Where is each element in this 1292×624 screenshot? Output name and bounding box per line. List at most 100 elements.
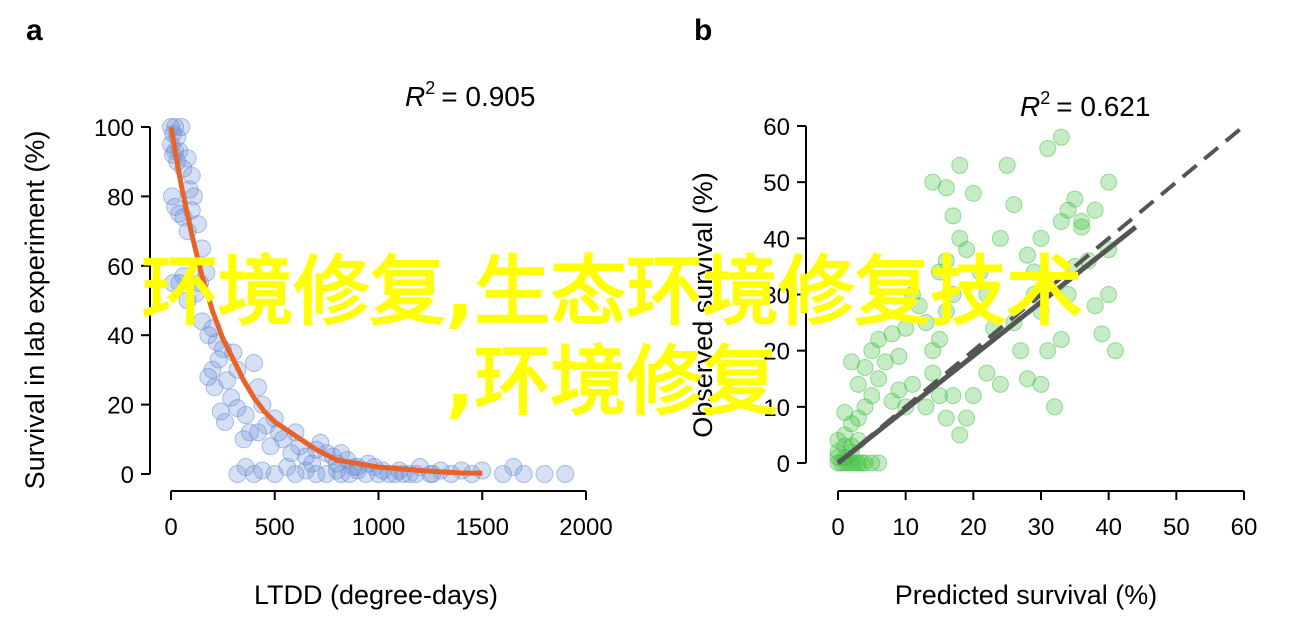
panel-b-data-point [944, 286, 962, 303]
panel-b-data-point [951, 156, 969, 174]
panel-b-data-point [937, 252, 955, 270]
panel-b-data-point [998, 156, 1016, 174]
panel-a-data-point [222, 388, 241, 407]
panel-b-data-point [903, 286, 921, 303]
panel-b-data-point [1100, 173, 1118, 191]
panel-a-data-point [163, 187, 182, 206]
watermark-line-1: 环境修复,生态环境修复技术 [142, 247, 1083, 336]
panel-a-y-tick-label: 100 [94, 115, 134, 142]
panel-a-data-point [178, 291, 197, 310]
panel-b-data-point [1086, 297, 1104, 315]
panel-b-data-point [937, 302, 955, 320]
panel-a-data-point [296, 461, 315, 480]
panel-b-data-point [1039, 342, 1057, 360]
panel-b-data-point [1059, 286, 1077, 303]
panel-b-r2-value: = 0.621 [1056, 91, 1150, 122]
panel-b-data-point [958, 241, 976, 259]
panel-b-data-point [971, 263, 989, 281]
panel-b-y-tick-label: 50 [763, 170, 790, 197]
panel-a-data-point [234, 430, 253, 449]
panel-a-x-tick-label: 1500 [456, 514, 509, 541]
panel-a-data-point [245, 353, 263, 372]
panel-b-data-point [870, 370, 888, 388]
panel-a-data-point [535, 465, 554, 483]
panel-b-data-point [836, 403, 854, 421]
panel-a-data-point [556, 465, 575, 483]
panel-b-data-point [843, 353, 861, 371]
panel-b-x-tick-label: 10 [892, 514, 919, 541]
panel-b-r2-sup: 2 [1040, 88, 1050, 108]
panel-b-data-point [964, 387, 982, 405]
panel-b-y-tick-label: 10 [763, 395, 790, 422]
panel-b-data-point [1046, 398, 1064, 416]
panel-b-data-point [964, 184, 982, 202]
panel-b-data-point [1052, 330, 1070, 348]
panel-b-data-point [951, 426, 969, 444]
panel-a-data-point [209, 350, 228, 369]
panel-b-y-tick-label: 20 [763, 339, 790, 366]
panel-a-y-tick-label: 20 [107, 393, 134, 420]
panel-b-data-point [870, 454, 888, 472]
panel-a-y-tick-label: 40 [107, 323, 134, 350]
panel-a-data-point [286, 465, 305, 483]
panel-b-data-point [944, 207, 962, 225]
panel-b-data-point [829, 432, 847, 450]
panel-b-data-point [931, 330, 948, 348]
panel-b-data-point [1086, 201, 1104, 219]
panel-b-data-point [903, 375, 921, 393]
panel-a-data-point [164, 274, 183, 293]
panel-b-data-point [1093, 325, 1111, 343]
panel-a-y-tick-label: 0 [121, 462, 134, 489]
panel-a-data-point [215, 412, 234, 431]
panel-a-data-point [296, 447, 315, 466]
panel-b-y-tick-label: 0 [777, 451, 790, 478]
panel-a-fit-curve [168, 126, 483, 476]
panel-b-y-tick-label: 40 [763, 226, 790, 253]
panel-b-data-point [1106, 342, 1124, 360]
panel-b-data-point [1039, 139, 1057, 157]
panel-b-data-point [1052, 212, 1070, 230]
panel-b-data-point [917, 314, 935, 332]
panel-b-data-point [1032, 229, 1050, 247]
watermark: 环境修复,生态环境修复技术 ,环境修复 [142, 247, 1083, 426]
panel-b-data-point [1018, 246, 1036, 264]
watermark-line-2: ,环境修复 [446, 337, 779, 426]
panel-a-y-tick-label: 80 [107, 184, 134, 211]
panel-a-x-tick-label: 1000 [352, 514, 405, 541]
panel-b-data-point [978, 286, 996, 303]
panel-a-data-point [236, 406, 255, 425]
panel-b-x-tick-label: 40 [1095, 514, 1122, 541]
panel-b-data-point [890, 347, 908, 365]
panel-b-y-tick-label: 60 [763, 114, 790, 141]
panel-a-y-tick-label: 60 [107, 254, 134, 281]
panel-a-data-point [504, 458, 523, 477]
panel-b-x-tick-label: 30 [1028, 514, 1055, 541]
panel-b-data-point [863, 387, 881, 405]
panel-b-x-axis-title: Predicted survival (%) [895, 580, 1158, 610]
panel-a-data-point [172, 118, 191, 136]
panel-b-data-point [1073, 218, 1091, 236]
panel-b-data-point [958, 409, 976, 427]
panel-a-x-tick-label: 500 [255, 514, 295, 541]
panel-b-data-point [856, 454, 874, 472]
panel-b-x-tick-label: 0 [831, 514, 844, 541]
panel-a-r2-value: = 0.905 [441, 81, 535, 112]
panel-b-data-point [937, 409, 955, 427]
panel-b-data-point [917, 398, 935, 416]
panel-a-r2-label: R2 = 0.905 [405, 78, 535, 112]
panel-b-data-point [978, 364, 996, 382]
panel-b-axes: 0 10 20 30 40 50 60 0 10 20 30 40 50 60 [763, 114, 1257, 541]
panel-b-data-point [1073, 212, 1091, 230]
panel-a-r2-sup: 2 [425, 78, 435, 98]
panel-b-x-tick-label: 50 [1163, 514, 1190, 541]
panel-b-r2-label: R2 = 0.621 [1020, 88, 1150, 122]
panel-b-data-point [1100, 286, 1118, 303]
panel-b-data-point [1025, 263, 1043, 281]
panel-a-data-point [182, 166, 201, 185]
panel-a-x-tick-label: 0 [164, 514, 177, 541]
panel-b-data-point [1012, 342, 1030, 360]
panel-b-data-point [1018, 370, 1036, 388]
panel-a-x-tick-label: 2000 [559, 514, 612, 541]
